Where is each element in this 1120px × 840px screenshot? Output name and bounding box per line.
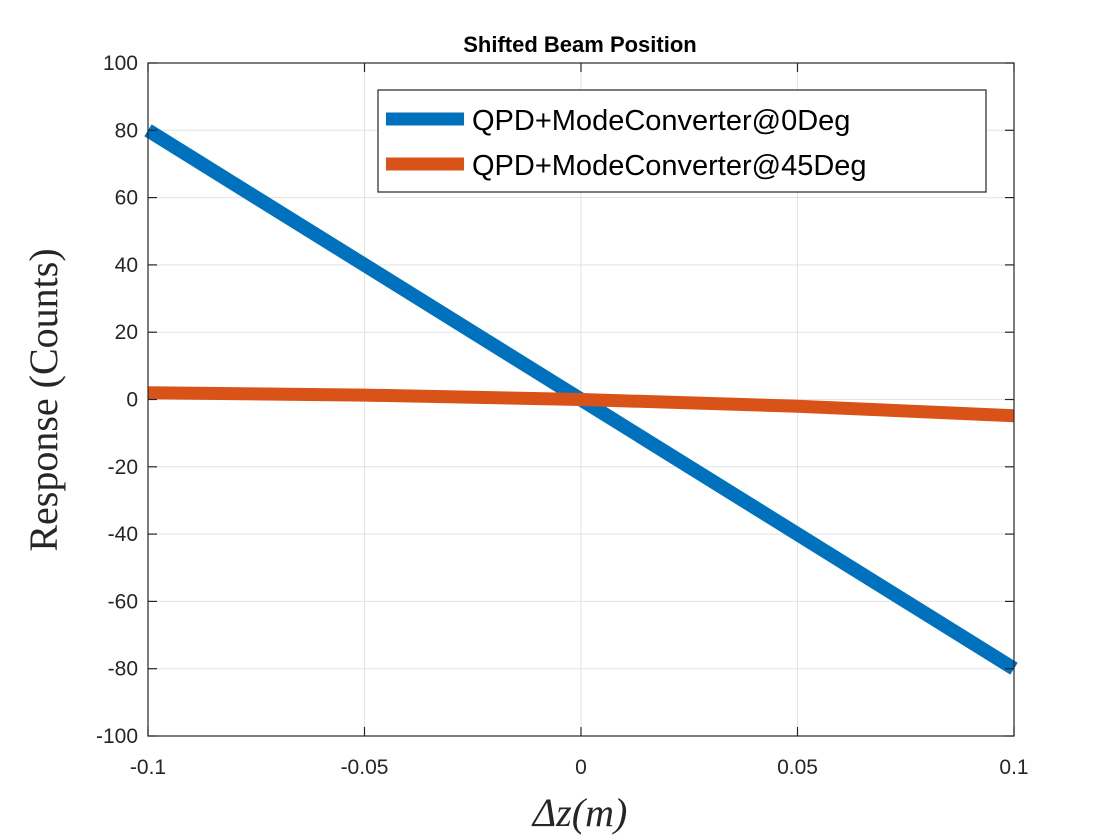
y-tick-label: 100 xyxy=(103,52,138,75)
tick-marks xyxy=(147,62,1015,737)
y-tick-label: -60 xyxy=(108,590,138,613)
y-tick-label: -100 xyxy=(96,725,138,748)
legend-label-0deg: QPD+ModeConverter@0Deg xyxy=(472,105,850,137)
x-tick-label: 0.05 xyxy=(777,756,818,779)
y-tick-label: 60 xyxy=(115,187,138,210)
legend: QPD+ModeConverter@0Deg QPD+ModeConverter… xyxy=(377,89,987,193)
legend-box xyxy=(377,89,987,193)
series-layer xyxy=(144,124,1018,675)
x-tick-label: -0.05 xyxy=(341,756,389,779)
x-axis-label: Δz(m) xyxy=(531,790,628,835)
y-tick-labels: -100 -80 -60 -40 -20 0 20 40 60 80 100 xyxy=(96,52,138,748)
y-axis-label: Response (Counts) xyxy=(21,248,66,551)
x-tick-label: 0.1 xyxy=(999,756,1028,779)
y-tick-label: 0 xyxy=(126,389,138,412)
y-tick-label: 40 xyxy=(115,254,138,277)
y-tick-label: 80 xyxy=(115,119,138,142)
y-tick-label: -40 xyxy=(108,523,138,546)
y-tick-label: 20 xyxy=(115,321,138,344)
x-tick-label: 0 xyxy=(575,756,587,779)
series-line-45deg xyxy=(147,386,1015,423)
y-tick-label: -80 xyxy=(108,658,138,681)
x-tick-labels: -0.1 -0.05 0 0.05 0.1 xyxy=(130,756,1029,779)
legend-label-45deg: QPD+ModeConverter@45Deg xyxy=(472,150,867,182)
x-tick-label: -0.1 xyxy=(130,756,166,779)
chart-title: Shifted Beam Position xyxy=(463,32,696,57)
y-tick-label: -20 xyxy=(108,456,138,479)
